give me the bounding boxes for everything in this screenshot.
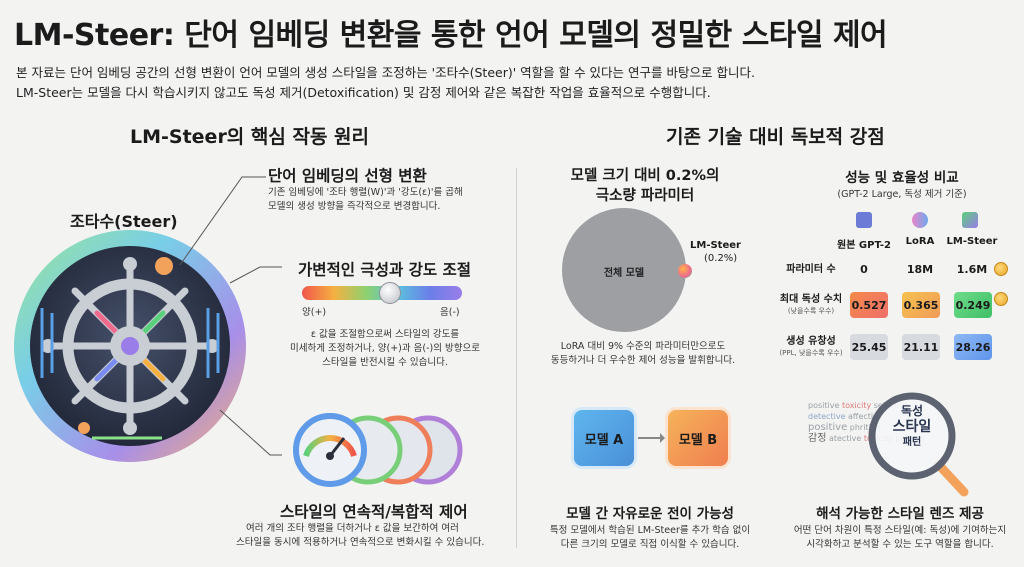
feature-polarity-text-2: 미세하게 조정하거나, 양(+)과 음(-)의 방향으로 — [290, 343, 480, 354]
lens-word-toxic: 독성 — [900, 404, 924, 418]
cloud-word: detective — [808, 412, 846, 421]
cloud-word: positive — [808, 401, 840, 410]
feature-polarity-text-1: ε 값을 조절함으로써 스타일의 강도를 — [310, 329, 460, 340]
right-section-heading: 기존 기술 대비 독보적 강점 — [666, 126, 885, 148]
cloud-word: affective — [848, 412, 883, 421]
col-header-gpt2: 원본 GPT-2 — [837, 240, 891, 251]
style-gauges-icon — [293, 413, 463, 487]
chip-icon — [856, 212, 872, 228]
row-label-fluency-sub: (PPL, 낮을수록 우수) — [779, 349, 843, 357]
slider-positive-label: 양(+) — [302, 307, 327, 318]
cloud-word: atective — [828, 434, 862, 443]
feature-polarity-title: 가변적인 극성과 강도 조절 — [298, 261, 472, 279]
steering-wheel-icon — [14, 230, 246, 462]
medal-icon — [994, 262, 1008, 276]
steer-label: 조타수(Steer) — [70, 212, 178, 231]
left-section-heading: LM-Steer의 핵심 작동 원리 — [130, 126, 370, 148]
param-title-1: 모델 크기 대비 0.2%의 — [570, 168, 720, 184]
cloud-word: positive — [808, 422, 848, 433]
polarity-slider-knob[interactable] — [379, 282, 401, 304]
row-label-fluency-text: 생성 유창성 — [786, 336, 836, 347]
slider-negative-label: 음(-) — [440, 307, 460, 318]
cloud-word: 감정 — [808, 433, 827, 444]
lm-steer-name: LM-Steer — [690, 240, 741, 251]
cloud-word: toxicity — [841, 401, 872, 410]
param-title-2: 극소량 파라미터 — [595, 188, 695, 204]
magnifier-icon — [868, 392, 969, 497]
row-label-params: 파라미터 수 — [786, 264, 836, 275]
feature-continuous-title: 스타일의 연속적/복합적 제어 — [280, 503, 468, 521]
feature-polarity-text-3: 스타일을 반전시킬 수 있습니다. — [322, 357, 448, 368]
transfer-text-2: 다른 크기의 모델로 직접 이식할 수 있습니다. — [560, 539, 740, 550]
feature-linear-transform-title: 단어 임베딩의 선형 변환 — [268, 167, 427, 185]
whole-model-label: 전체 모델 — [603, 268, 645, 279]
cell-toxicity-lora: 0.365 — [902, 292, 940, 318]
feature-linear-transform-text-1: 기존 임베딩에 '조타 행렬(W)'과 '강도(ε)'를 곱해 — [268, 187, 463, 198]
param-text-1: LoRA 대비 9% 수준의 파라미터만으로도 — [560, 341, 726, 352]
col-header-lmsteer: LM-Steer — [946, 236, 998, 247]
section-divider — [516, 168, 517, 548]
lens-word-pattern: 패턴 — [902, 437, 922, 448]
lens-text-2: 시각화하고 분석할 수 있는 도구 역할을 합니다. — [806, 539, 994, 550]
transfer-title: 모델 간 자유로운 전이 가능성 — [566, 506, 734, 522]
cell-fluency-lmsteer: 28.26 — [954, 334, 992, 360]
perf-title: 성능 및 효율성 비교 — [845, 170, 959, 186]
cell-toxicity-lmsteer: 0.249 — [954, 292, 992, 318]
intro-line-2: LM-Steer는 모델을 다시 학습시키지 않고도 독성 제거(Detoxif… — [16, 85, 711, 100]
intro-line-1: 본 자료는 단어 임베딩 공간의 선형 변환이 언어 모델의 생성 스타일을 조… — [16, 65, 755, 80]
param-text-2: 동등하거나 더 우수한 제어 성능을 발휘합니다. — [550, 355, 736, 366]
lens-title: 해석 가능한 스타일 렌즈 제공 — [816, 506, 984, 522]
whole-model-circle — [562, 208, 686, 332]
lens-text: 독성 스타일 패턴 — [880, 404, 944, 450]
connector-lines — [179, 176, 282, 456]
cell-params-gpt2: 0 — [860, 263, 868, 276]
transfer-text-1: 특정 모델에서 학습된 LM-Steer를 추가 학습 없이 — [549, 525, 751, 536]
steer-chip-icon — [962, 212, 978, 228]
col-header-lora: LoRA — [905, 236, 935, 247]
feature-continuous-text-1: 여러 개의 조타 행렬을 더하거나 ε 값을 보간하여 여러 — [246, 523, 459, 534]
lens-text-1: 어떤 단어 차원이 특정 스타일(예: 독성)에 기여하는지 — [793, 525, 1007, 536]
cell-params-lora: 18M — [906, 263, 934, 276]
brain-icon — [912, 212, 928, 228]
transfer-arrow-icon — [638, 433, 665, 443]
model-b-chip: 모델 B — [668, 410, 728, 466]
lm-steer-dot — [678, 264, 692, 278]
cloud-word: phritive — [849, 423, 881, 432]
perf-subtitle: (GPT-2 Large, 독성 제거 기준) — [837, 189, 967, 200]
feature-continuous-text-2: 스타일을 동시에 적용하거나 연속적으로 변화시킬 수 있습니다. — [236, 537, 485, 548]
row-label-toxicity-sub: (낮을수록 우수) — [787, 307, 835, 315]
page-title: LM-Steer: 단어 임베딩 변환을 통한 언어 모델의 정밀한 스타일 제… — [14, 18, 888, 53]
medal-icon — [994, 292, 1008, 306]
row-label-toxicity-text: 최대 독성 수치 — [779, 294, 843, 305]
model-a-chip: 모델 A — [574, 410, 634, 466]
feature-linear-transform-text-2: 모델의 생성 방향을 즉각적으로 변경합니다. — [268, 201, 441, 212]
cell-params-lmsteer: 1.6M — [956, 263, 988, 276]
cell-fluency-gpt2: 25.45 — [850, 334, 888, 360]
cell-toxicity-gpt2: 0.527 — [850, 292, 888, 318]
row-label-toxicity: 최대 독성 수치 (낮을수록 우수) — [778, 294, 844, 317]
lens-word-style: 스타일 — [892, 419, 932, 435]
lm-steer-pct: (0.2%) — [704, 253, 738, 264]
cell-fluency-lora: 21.11 — [902, 334, 940, 360]
row-label-fluency: 생성 유창성 (PPL, 낮을수록 우수) — [774, 336, 848, 359]
